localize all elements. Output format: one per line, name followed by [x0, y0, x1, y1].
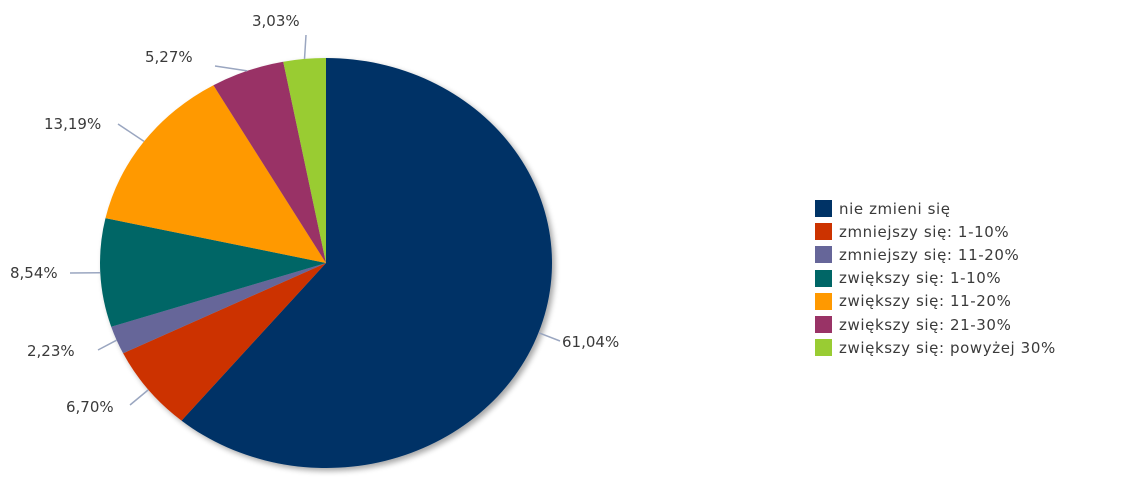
pie-slice	[181, 58, 552, 468]
legend-swatch	[815, 269, 832, 287]
slice-label: 2,23%	[27, 342, 75, 360]
leader-line	[117, 123, 145, 143]
slice-label: 5,27%	[145, 48, 193, 66]
leader-line	[538, 331, 561, 342]
pie-slice	[283, 58, 326, 263]
leader-line	[97, 339, 117, 351]
pie-chart: 61,04% 6,70% 2,23% 8,54% 13,19% 5,27% 3,03%	[10, 12, 619, 468]
slice-label: 6,70%	[66, 398, 114, 416]
leader-line	[303, 34, 307, 59]
legend-swatch	[815, 316, 832, 334]
legend-label: zwiększy się: 11-20%	[839, 292, 1012, 311]
legend-item: zwiększy się: 11-20%	[815, 290, 1056, 313]
pie-slice	[213, 61, 326, 263]
pie-slice	[123, 263, 326, 421]
legend-swatch	[815, 223, 832, 241]
pie-slice	[105, 85, 326, 263]
slice-label: 13,19%	[44, 115, 101, 133]
legend-swatch	[815, 292, 832, 310]
legend-label: zwiększy się: powyżej 30%	[839, 338, 1056, 357]
legend-item: zmniejszy się: 11-20%	[815, 243, 1056, 266]
pie-slices	[99, 58, 552, 468]
legend-label: zwiększy się: 1-10%	[839, 269, 1002, 288]
legend-item: zwiększy się: 1-10%	[815, 267, 1056, 290]
slice-label: 8,54%	[10, 264, 58, 282]
legend-label: zmniejszy się: 11-20%	[839, 245, 1020, 264]
slice-labels: 61,04% 6,70% 2,23% 8,54% 13,19% 5,27% 3,03%	[10, 12, 619, 416]
slice-label: 3,03%	[252, 12, 300, 30]
leader-line	[214, 65, 248, 72]
legend-swatch	[815, 246, 832, 264]
legend-item: nie zmieni się	[815, 197, 1056, 220]
pie-slice	[99, 218, 326, 327]
slice-label: 61,04%	[562, 333, 619, 351]
legend-label: zwiększy się: 21-30%	[839, 315, 1012, 334]
legend: nie zmieni się zmniejszy się: 1-10% zmniej…	[815, 197, 1056, 359]
legend-item: zwiększy się: powyżej 30%	[815, 336, 1056, 359]
legend-label: nie zmieni się	[839, 199, 951, 218]
legend-swatch	[815, 339, 832, 357]
legend-item: zwiększy się: 21-30%	[815, 313, 1056, 336]
legend-label: zmniejszy się: 1-10%	[839, 222, 1010, 241]
leader-line	[129, 389, 149, 406]
legend-item: zmniejszy się: 1-10%	[815, 220, 1056, 243]
pie-slice	[111, 263, 326, 354]
legend-swatch	[815, 200, 832, 218]
leader-lines	[69, 34, 561, 406]
